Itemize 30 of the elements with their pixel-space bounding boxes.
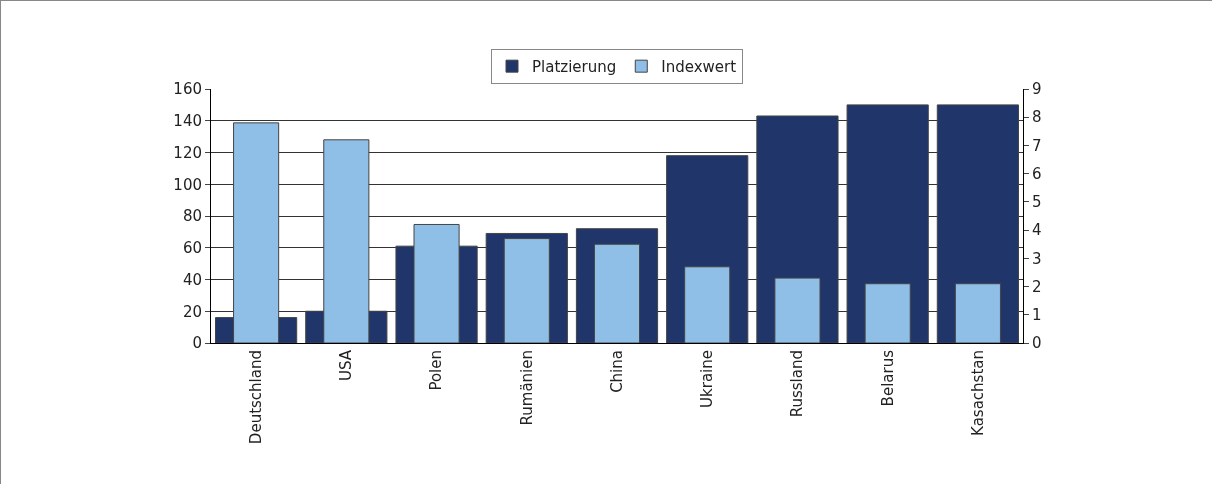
y2-tick-label: 3 — [1032, 249, 1042, 268]
y-tick-label: 100 — [173, 175, 202, 194]
x-tick-label: Polen — [427, 350, 446, 391]
y2-tick-label: 6 — [1032, 164, 1042, 183]
x-tick-label: Kasachstan — [968, 350, 987, 436]
y-tick-label: 40 — [182, 270, 202, 289]
x-tick-label: Russland — [788, 350, 807, 418]
x-tick-label: USA — [337, 349, 356, 382]
y2-tick-label: 0 — [1032, 334, 1042, 353]
y2-tick-label: 8 — [1032, 108, 1042, 127]
y2-tick-label: 7 — [1032, 136, 1042, 155]
y-tick-label: 120 — [173, 143, 202, 162]
x-tick-label: Rumänien — [517, 350, 536, 426]
y2-tick-label: 4 — [1032, 221, 1042, 240]
x-tick-label: Deutschland — [246, 350, 265, 445]
y-tick-label: 20 — [182, 302, 202, 321]
legend-label: Platzierung — [532, 58, 617, 77]
x-tick-label: Belarus — [878, 349, 897, 407]
y2-tick-label: 5 — [1032, 193, 1042, 212]
x-tick-label: China — [607, 350, 626, 393]
legend-label: Indexwert — [661, 58, 737, 77]
y-tick-label: 160 — [173, 80, 202, 99]
y2-tick-label: 2 — [1032, 277, 1042, 296]
y-tick-label: 140 — [173, 112, 202, 130]
y2-tick-label: 1 — [1032, 306, 1042, 325]
y-tick-label: 80 — [182, 207, 202, 226]
y-tick-label: 60 — [182, 239, 202, 257]
y2-tick-label: 9 — [1032, 80, 1042, 99]
y-tick-label: 0 — [192, 334, 202, 353]
x-tick-label: Ukraine — [698, 350, 717, 408]
